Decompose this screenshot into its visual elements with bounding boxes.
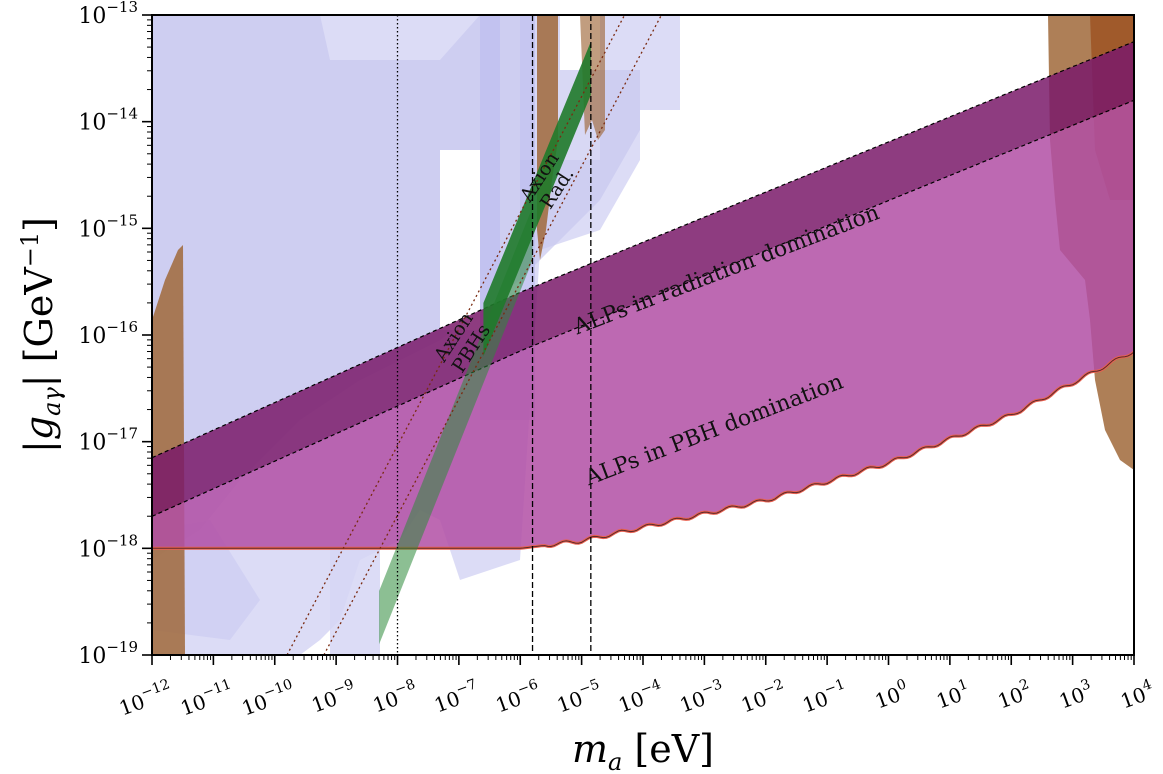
x-tick-label: 10−5	[553, 676, 606, 717]
y-tick-label: 10−18	[78, 531, 138, 562]
radiation-lower-edge	[152, 99, 1134, 517]
x-tick-label: 10−6	[491, 676, 544, 717]
x-tick-label: 10−1	[798, 676, 851, 717]
axion-edge-dotted-2	[323, 15, 662, 655]
x-tick-label: 10−9	[307, 676, 360, 717]
vertical-lines	[396, 15, 592, 655]
axion-rad-band	[483, 41, 591, 357]
y-tick-label: 10−16	[78, 318, 138, 349]
y-tick-label: 10−17	[78, 425, 138, 456]
x-tick-label: 10−10	[238, 676, 299, 720]
pbh-lower-edge	[152, 351, 1134, 549]
x-tick-label: 10−2	[737, 676, 790, 717]
astro-left	[152, 245, 185, 655]
x-tick-label: 10−11	[176, 676, 237, 720]
radiation-domination-band	[152, 41, 1134, 517]
white-gap	[440, 150, 480, 330]
axion-edge-dotted-1	[286, 15, 626, 655]
y-axis-label: |gaγ| [GeV−1]	[16, 217, 66, 453]
y-tick-label: 10−14	[78, 105, 138, 136]
x-tick-label: 10−8	[369, 676, 422, 717]
y-axis-ticks: 10−19 10−18 10−17 10−16 10−15 10−14 10−13	[78, 0, 152, 669]
radiation-upper-edge	[152, 41, 1134, 459]
x-tick-label: 10−4	[614, 676, 667, 717]
x-axis-label: ma [eV]	[572, 727, 714, 774]
x-tick-label: 104	[1116, 676, 1158, 713]
x-tick-label: 10−12	[115, 676, 176, 720]
y-tick-label: 10−19	[78, 638, 138, 669]
lower-constraint	[330, 550, 380, 655]
x-tick-label: 100	[871, 676, 913, 713]
astro-mid-teeth	[580, 15, 605, 140]
x-tick-label: 10−3	[676, 676, 729, 717]
x-tick-label: 10−7	[430, 676, 483, 717]
y-tick-label: 10−15	[78, 211, 138, 242]
x-tick-label: 103	[1055, 676, 1097, 713]
x-tick-label: 102	[993, 676, 1035, 713]
x-tick-label: 101	[932, 676, 974, 713]
y-tick-label: 10−13	[78, 0, 138, 29]
plot-area	[152, 15, 1134, 655]
